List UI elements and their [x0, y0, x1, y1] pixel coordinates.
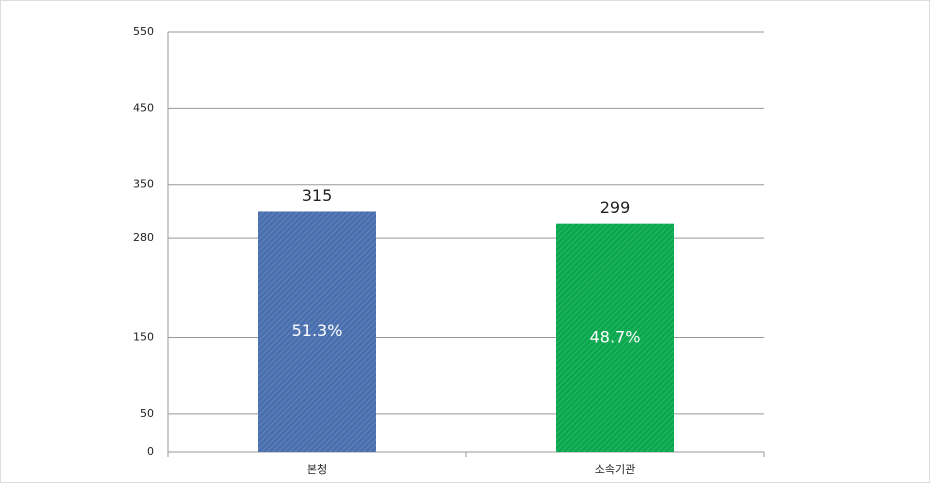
bar-hatch: [556, 223, 674, 452]
y-tick-label: 50: [140, 407, 154, 420]
value-label: 299: [600, 198, 631, 217]
percent-label: 48.7%: [590, 327, 641, 346]
y-tick-label: 550: [133, 25, 154, 38]
y-tick-label: 0: [147, 445, 154, 458]
y-tick-label: 450: [133, 101, 154, 114]
value-label: 315: [302, 186, 333, 205]
x-tick-label: 소속기관: [595, 463, 635, 476]
y-tick-label: 150: [133, 330, 154, 343]
y-tick-label: 280: [133, 231, 154, 244]
y-tick-label: 350: [133, 178, 154, 191]
x-tick-label: 본청: [307, 463, 327, 476]
percent-label: 51.3%: [292, 321, 343, 340]
bar-hatch: [258, 211, 376, 452]
